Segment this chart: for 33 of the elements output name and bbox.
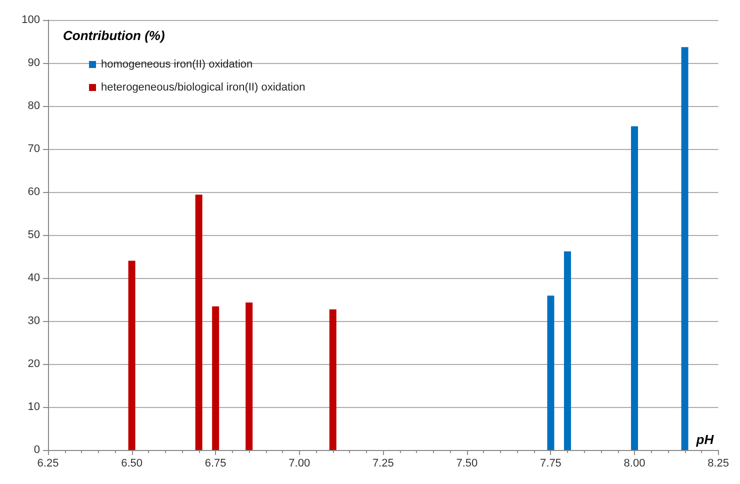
y-axis-title: Contribution (%) [63, 28, 165, 43]
x-tick-label: 6.25 [37, 458, 59, 470]
y-tick-label: 60 [28, 186, 40, 198]
x-tick-label: 7.50 [456, 458, 478, 470]
y-tick-label: 90 [28, 57, 40, 69]
bar [246, 302, 253, 450]
bar [681, 47, 688, 450]
y-tick-label: 0 [34, 444, 40, 456]
y-tick-label: 30 [28, 315, 40, 327]
bar [128, 260, 136, 450]
bar [195, 194, 202, 450]
y-tick-label: 100 [22, 14, 40, 26]
legend-label: heterogeneous/biological iron(II) oxidation [101, 82, 306, 94]
x-tick-label: 8.00 [624, 458, 646, 470]
y-tick-label: 20 [28, 358, 40, 370]
legend-label: homogeneous iron(II) oxidation [101, 58, 253, 70]
y-tick-label: 10 [28, 401, 40, 413]
bar [329, 309, 336, 450]
x-tick-label: 6.75 [204, 458, 226, 470]
y-tick-label: 50 [28, 229, 40, 241]
bar [547, 296, 554, 450]
y-tick-label: 40 [28, 272, 40, 284]
y-tick-label: 80 [28, 100, 40, 112]
x-tick-label: 7.00 [288, 458, 310, 470]
bar [212, 306, 220, 450]
bar [631, 126, 638, 450]
x-tick-label: 7.75 [540, 458, 562, 470]
y-tick-label: 70 [28, 143, 40, 155]
bar [564, 251, 571, 450]
x-tick-label: 6.50 [121, 458, 142, 470]
x-axis-title: pH [695, 432, 714, 447]
x-tick-label: 8.25 [708, 458, 730, 470]
x-tick-label: 7.25 [372, 458, 394, 470]
